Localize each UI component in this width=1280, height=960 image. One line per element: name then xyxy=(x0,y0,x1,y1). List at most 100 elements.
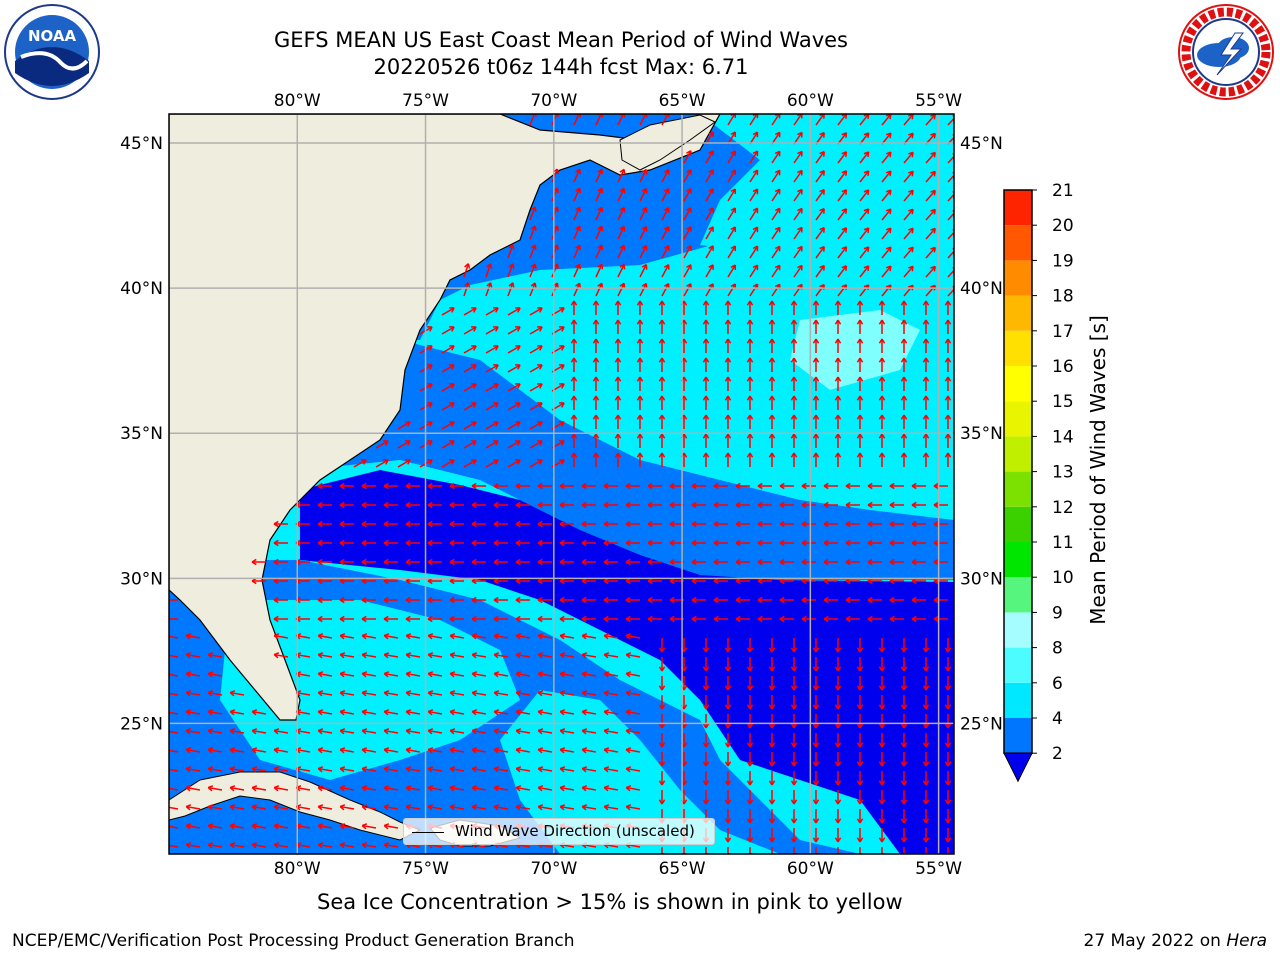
wind-wave-arrow xyxy=(903,265,914,278)
wind-wave-arrow xyxy=(428,672,443,677)
footer-date: 27 May 2022 on Hera xyxy=(1084,931,1268,951)
wind-wave-arrow xyxy=(169,673,179,677)
wind-wave-arrowhead xyxy=(449,501,455,509)
wind-wave-arrow xyxy=(661,226,670,240)
wind-wave-arrow xyxy=(296,710,311,715)
wind-wave-arrowhead xyxy=(449,364,455,370)
wind-wave-arrowhead xyxy=(339,652,346,659)
wind-wave-arrow xyxy=(296,672,311,677)
wind-wave-arrowhead xyxy=(878,761,886,767)
wind-wave-arrow xyxy=(362,748,377,753)
wind-wave-arrowhead xyxy=(900,452,908,458)
wind-wave-arrowhead xyxy=(900,761,908,767)
wind-wave-arrowhead xyxy=(856,357,864,363)
wind-wave-arrow xyxy=(727,150,736,164)
wind-wave-arrowhead xyxy=(878,742,886,748)
wind-wave-arrow xyxy=(859,227,870,240)
wind-wave-arrowhead xyxy=(735,558,741,566)
wind-wave-arrowhead xyxy=(735,501,741,509)
wind-wave-arrowhead xyxy=(603,709,610,716)
wind-wave-arrow xyxy=(529,326,543,335)
wind-wave-arrow xyxy=(274,767,289,772)
wind-wave-arrow xyxy=(538,786,553,791)
wind-wave-arrowhead xyxy=(746,452,754,458)
wind-wave-arrowhead xyxy=(361,766,368,773)
wind-wave-arrowhead xyxy=(708,245,714,251)
wind-wave-arrowhead xyxy=(614,433,622,439)
wind-wave-arrowhead xyxy=(471,558,477,566)
wind-wave-arrowhead xyxy=(383,652,390,659)
wind-wave-arrow xyxy=(340,786,355,791)
wind-wave-arrow xyxy=(362,672,377,677)
wind-wave-arrowhead xyxy=(427,383,433,389)
wind-wave-arrowhead xyxy=(486,263,493,269)
wind-wave-arrow xyxy=(749,188,759,202)
wind-wave-arrowhead xyxy=(537,633,544,640)
wind-wave-arrow xyxy=(727,245,736,259)
wind-wave-arrowhead xyxy=(361,823,368,830)
wind-wave-arrowhead xyxy=(361,459,367,465)
wind-wave-arrowhead xyxy=(625,596,631,604)
wind-wave-arrowhead xyxy=(405,804,412,811)
wind-wave-arrow xyxy=(463,364,477,373)
wind-wave-arrowhead xyxy=(471,520,477,528)
wind-wave-arrow xyxy=(639,188,648,202)
wind-wave-arrowhead xyxy=(508,244,515,250)
wind-wave-arrowhead xyxy=(619,168,626,175)
wind-wave-arrow xyxy=(516,710,531,715)
wind-wave-arrow xyxy=(463,421,477,430)
wind-wave-arrow xyxy=(604,729,619,734)
wind-wave-arrowhead xyxy=(581,671,588,678)
wind-wave-arrowhead xyxy=(383,728,390,735)
wind-wave-arrowhead xyxy=(663,114,670,118)
colorbar-tick-label: 17 xyxy=(1052,322,1074,342)
wind-wave-arrowhead xyxy=(702,357,710,363)
wind-wave-arrowhead xyxy=(625,652,632,659)
wind-wave-arrowhead xyxy=(581,596,587,604)
wind-wave-arrowhead xyxy=(636,414,644,420)
wind-wave-arrowhead xyxy=(575,263,582,270)
wind-wave-arrowhead xyxy=(493,345,499,351)
wind-wave-arrow xyxy=(384,748,399,753)
wind-wave-arrow xyxy=(903,151,914,164)
wind-wave-arrow xyxy=(494,805,509,810)
wind-wave-arrowhead xyxy=(273,766,280,773)
wind-wave-arrowhead xyxy=(493,364,499,370)
wind-wave-arrowhead xyxy=(625,482,631,490)
wind-wave-arrowhead xyxy=(878,433,886,439)
wind-wave-arrowhead xyxy=(790,357,798,363)
wind-wave-arrow xyxy=(617,188,625,202)
wind-wave-arrowhead xyxy=(449,558,455,566)
wind-wave-arrowhead xyxy=(735,596,741,604)
wind-wave-arrow xyxy=(617,226,625,240)
wind-wave-arrowhead xyxy=(746,685,754,691)
wind-wave-arrowhead xyxy=(823,539,829,547)
wind-wave-arrowhead xyxy=(702,414,710,420)
wind-wave-arrowhead xyxy=(570,414,578,420)
wind-wave-arrow xyxy=(208,748,223,753)
wind-wave-arrowhead xyxy=(592,395,600,401)
wind-wave-arrowhead xyxy=(702,319,710,325)
wind-wave-arrow xyxy=(626,691,641,696)
wind-wave-arrowhead xyxy=(658,357,666,363)
lon-label-top: 80°W xyxy=(274,91,321,111)
wind-wave-arrowhead xyxy=(823,596,829,604)
wind-wave-arrow xyxy=(573,225,581,240)
wind-wave-arrowhead xyxy=(752,169,759,176)
wind-wave-arrowhead xyxy=(774,188,781,195)
wind-wave-arrowhead xyxy=(863,151,870,158)
wind-wave-arrow xyxy=(793,284,803,297)
wind-wave-arrow xyxy=(362,710,377,715)
wind-wave-arrowhead xyxy=(405,652,412,659)
wind-wave-arrowhead xyxy=(686,264,692,270)
colorbar-segment xyxy=(1004,330,1032,366)
wind-wave-arrowhead xyxy=(383,747,390,754)
wind-wave-arrowhead xyxy=(570,376,578,382)
wind-wave-arrowhead xyxy=(559,440,565,446)
wind-wave-arrowhead xyxy=(889,482,895,490)
wind-wave-arrowhead xyxy=(735,539,741,547)
wind-wave-arrow xyxy=(881,227,892,240)
wind-wave-arrowhead xyxy=(834,704,842,710)
wind-wave-arrowhead xyxy=(691,596,697,604)
wind-wave-arrow xyxy=(450,748,465,753)
